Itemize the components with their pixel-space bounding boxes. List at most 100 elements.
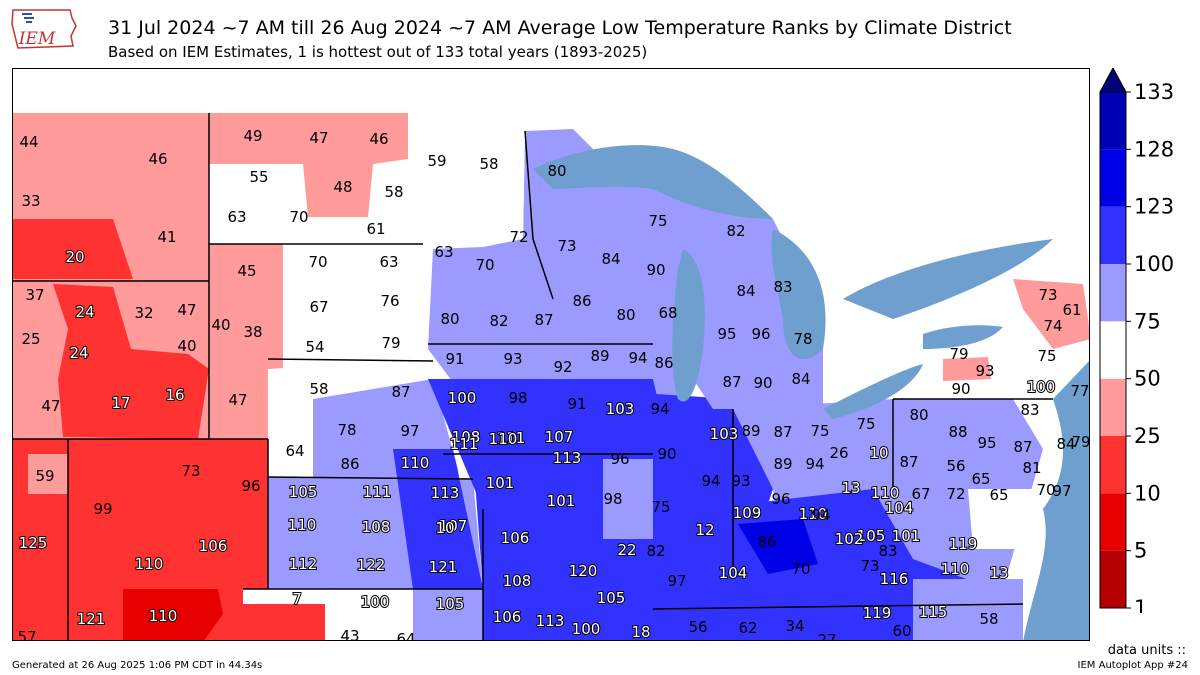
district-rank-label: 99	[93, 500, 112, 518]
district-rank-label: 87	[773, 423, 792, 441]
district-rank-label: 72	[509, 228, 528, 246]
district-rank-label: 58	[479, 155, 498, 173]
district-rank-label: 10	[869, 444, 888, 462]
district-rank-label: 110	[401, 454, 430, 472]
district-rank-label: 105	[597, 589, 626, 607]
district-rank-label: 100	[361, 593, 390, 611]
border-ky-tn	[652, 603, 1024, 610]
district-rank-label: 61	[366, 220, 385, 238]
district-rank-label: 75	[810, 422, 829, 440]
district-rank-label: 89	[741, 422, 760, 440]
district-rank-label: 87	[1013, 438, 1032, 456]
district-rank-label: 86	[757, 533, 776, 551]
district-rank-label: 84	[1056, 435, 1075, 453]
district-rank-label: 75	[856, 415, 875, 433]
colorbar-tick-label: 75	[1134, 309, 1161, 333]
border-sd-ne	[267, 358, 434, 362]
district-rank-label: 106	[493, 608, 522, 626]
district-rank-label: 110	[288, 516, 317, 534]
state-borders	[13, 113, 1053, 640]
district-rank-label: 108	[503, 572, 532, 590]
district-rank-label: 34	[785, 617, 804, 635]
district-rank-label: 98	[508, 389, 527, 407]
lake-ontario	[923, 325, 1003, 349]
district-rank-label: 88	[948, 423, 967, 441]
district-rank-label: 102	[835, 530, 864, 548]
district-rank-label: 110	[135, 555, 164, 573]
district-rank-label: 89	[773, 455, 792, 473]
colorbar-segment	[1100, 149, 1126, 207]
district-rank-label: 86	[572, 292, 591, 310]
district-rank-label: 83	[1020, 401, 1039, 419]
region-ky-dark	[738, 519, 818, 574]
lake-michigan	[672, 249, 705, 402]
district-rank-label: 87	[534, 311, 553, 329]
district-rank-label: 97	[667, 572, 686, 590]
district-rank-label: 7	[292, 590, 302, 608]
district-rank-label: 97	[1052, 482, 1071, 500]
district-rank-label: 26	[829, 444, 848, 462]
district-rank-label: 68	[658, 304, 677, 322]
district-rank-label: 80	[616, 306, 635, 324]
district-rank-label: 47	[41, 397, 60, 415]
district-rank-label: 95	[977, 434, 996, 452]
district-rank-label: 91	[567, 395, 586, 413]
district-rank-label: 122	[357, 556, 386, 574]
district-rank-label: 18	[631, 623, 650, 641]
district-rank-label: 41	[157, 228, 176, 246]
district-rank-label: 93	[731, 472, 750, 490]
logo-text: IEM	[18, 29, 56, 49]
district-rank-label: 105	[857, 527, 886, 545]
district-rank-label: 90	[951, 380, 970, 398]
district-rank-label: 12	[695, 521, 714, 539]
district-rank-label: 40	[177, 337, 196, 355]
district-rank-label: 82	[726, 222, 745, 240]
district-rank-label: 64	[285, 442, 304, 460]
region-sd-pink	[209, 244, 283, 439]
district-rank-label: 97	[400, 422, 419, 440]
region-ks-blue	[393, 449, 483, 589]
map-title: 31 Jul 2024 ~7 AM till 26 Aug 2024 ~7 AM…	[108, 17, 1012, 39]
district-rank-label: 73	[1038, 286, 1057, 304]
district-rank-label: 76	[380, 292, 399, 310]
district-rank-label: 111	[450, 435, 479, 453]
iowa-outline-icon	[11, 9, 77, 49]
lake-huron	[771, 229, 826, 359]
district-rank-label: 86	[654, 354, 673, 372]
district-rank-label: 63	[227, 208, 246, 226]
district-rank-label: 82	[646, 542, 665, 560]
district-rank-label: 57	[17, 628, 36, 641]
district-rank-label: 82	[489, 312, 508, 330]
district-rank-label: 74	[1043, 317, 1062, 335]
district-rank-label: 108	[452, 428, 481, 446]
units-label: data units ::	[1107, 643, 1186, 658]
district-rank-label: 73	[557, 237, 576, 255]
colorbar-segment	[1100, 550, 1126, 608]
colorbar-tick-label: 133	[1134, 80, 1174, 104]
district-rank-label: 70	[791, 560, 810, 578]
district-rank-label: 100	[448, 389, 477, 407]
district-rank-label: 105	[289, 483, 318, 501]
district-rank-label: 65	[971, 470, 990, 488]
district-rank-label: 59	[427, 152, 446, 170]
district-rank-label: 75	[651, 498, 670, 516]
district-rank-label: 101	[486, 474, 515, 492]
lake-superior	[533, 145, 773, 219]
district-rank-label: 58	[979, 610, 998, 628]
district-rank-label: 73	[860, 557, 879, 575]
district-rank-label: 65	[989, 486, 1008, 504]
district-rank-label: 115	[919, 603, 948, 621]
district-rank-label: 110	[871, 484, 900, 502]
district-rank-label: 111	[497, 429, 526, 447]
district-rank-label: 90	[753, 374, 772, 392]
district-rank-label: 70	[289, 208, 308, 226]
district-rank-label: 48	[333, 178, 352, 196]
district-rank-label: 46	[369, 130, 388, 148]
district-rank-label: 96	[610, 450, 629, 468]
district-rank-label: 94	[701, 472, 720, 490]
district-rank-label: 110	[799, 505, 828, 523]
region-ky-blue	[663, 489, 993, 614]
district-rank-label: 75	[1037, 347, 1056, 365]
district-rank-label: 96	[751, 325, 770, 343]
